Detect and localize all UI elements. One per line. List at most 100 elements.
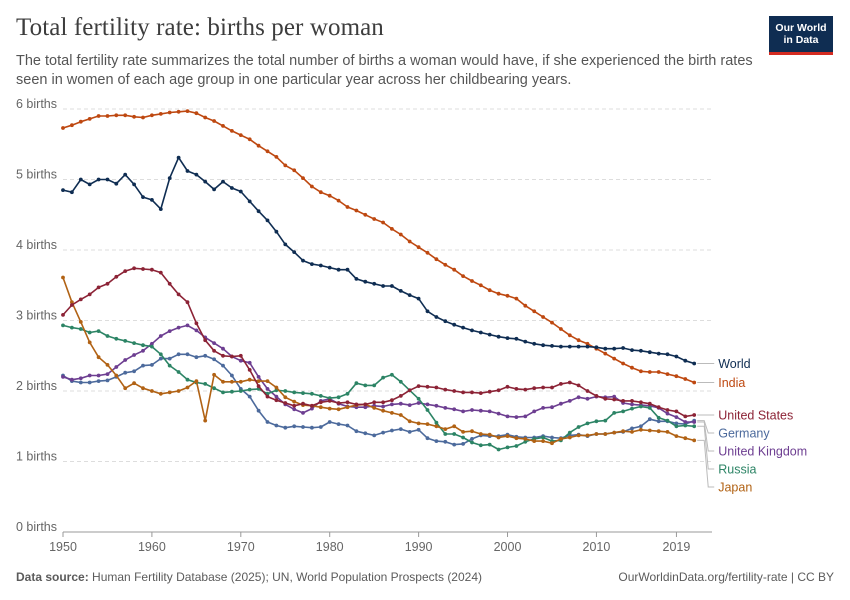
data-point [514, 436, 519, 441]
data-point [496, 447, 501, 452]
x-tick-label: 1950 [49, 540, 77, 554]
data-point [372, 281, 377, 286]
data-point [576, 338, 581, 343]
data-point [336, 267, 341, 272]
data-point [443, 319, 448, 324]
data-point [407, 403, 412, 407]
data-point [70, 303, 74, 307]
legend-item-world[interactable]: World [697, 357, 751, 371]
data-point [603, 351, 608, 356]
data-point [230, 186, 234, 190]
legend-item-india[interactable]: India [697, 376, 745, 390]
data-point [194, 355, 199, 360]
data-point [310, 403, 314, 408]
data-point [176, 292, 181, 297]
data-point [407, 419, 412, 424]
data-point [639, 424, 643, 429]
legend-item-japan[interactable]: Japan [697, 439, 752, 495]
data-point [514, 415, 519, 419]
legend-item-germany[interactable]: Germany [697, 420, 770, 441]
data-point [443, 427, 448, 431]
data-source-label: Data source: [16, 570, 89, 584]
data-point [478, 330, 483, 335]
data-point [301, 411, 305, 415]
data-point [87, 380, 92, 385]
data-point [247, 368, 252, 372]
series-russia[interactable] [61, 323, 697, 452]
data-point [523, 339, 528, 344]
data-point [185, 385, 190, 390]
data-point [603, 432, 608, 436]
data-point [185, 377, 190, 382]
data-point [390, 372, 394, 377]
data-point [514, 336, 519, 341]
series-united-kingdom[interactable] [61, 323, 697, 424]
series-japan[interactable] [61, 275, 697, 446]
data-point [452, 267, 457, 272]
data-point [452, 389, 457, 393]
data-point [559, 401, 563, 406]
data-point [647, 370, 652, 374]
data-point [390, 428, 394, 433]
data-point [123, 386, 128, 391]
data-point [647, 401, 652, 406]
data-point [372, 383, 377, 388]
legend-item-united-states[interactable]: United States [697, 409, 793, 423]
y-tick-label: 0 births [16, 520, 57, 534]
data-point [247, 137, 252, 142]
data-point [523, 387, 528, 392]
data-point [274, 385, 279, 390]
data-point [621, 346, 625, 350]
data-point [114, 365, 119, 369]
data-point [674, 374, 679, 379]
chart-url-link[interactable]: OurWorldinData.org/fertility-rate | CC B… [618, 570, 834, 584]
data-point [674, 424, 679, 429]
data-point [398, 413, 403, 417]
data-point [318, 400, 323, 405]
series-united-states[interactable] [61, 266, 697, 419]
data-point [96, 114, 101, 118]
data-point [96, 355, 101, 360]
data-point [221, 379, 225, 384]
data-point [105, 363, 110, 367]
data-point [70, 325, 74, 330]
data-point [336, 198, 341, 203]
data-point [478, 443, 483, 448]
data-point [603, 346, 608, 351]
data-point [425, 436, 430, 441]
data-point [221, 353, 225, 358]
series-world[interactable] [61, 155, 697, 366]
data-point [238, 389, 243, 393]
data-point [141, 115, 145, 120]
data-point [265, 420, 270, 424]
data-point [256, 408, 261, 413]
data-point [283, 242, 288, 247]
data-point [541, 343, 545, 348]
data-point [256, 209, 261, 214]
series-germany[interactable] [61, 352, 697, 447]
y-tick-label: 6 births [16, 97, 57, 111]
data-point [559, 382, 563, 386]
data-point [647, 428, 652, 433]
data-point [363, 405, 368, 410]
data-point [141, 195, 145, 200]
data-point [194, 172, 199, 177]
legend-item-united-kingdom[interactable]: United Kingdom [697, 421, 807, 459]
data-point [692, 438, 697, 443]
series-india[interactable] [61, 109, 697, 385]
legend-item-russia[interactable]: Russia [697, 425, 756, 477]
data-point [105, 372, 110, 376]
data-point [478, 408, 483, 413]
data-point [150, 363, 154, 367]
data-point [567, 344, 572, 349]
data-point [434, 257, 439, 262]
data-point [496, 411, 501, 416]
data-point [443, 432, 448, 436]
data-point [505, 384, 510, 389]
data-point [674, 415, 679, 419]
owid-logo[interactable]: Our World in Data [769, 16, 833, 55]
data-point [585, 389, 590, 393]
data-point [487, 332, 492, 337]
data-point [461, 430, 465, 434]
